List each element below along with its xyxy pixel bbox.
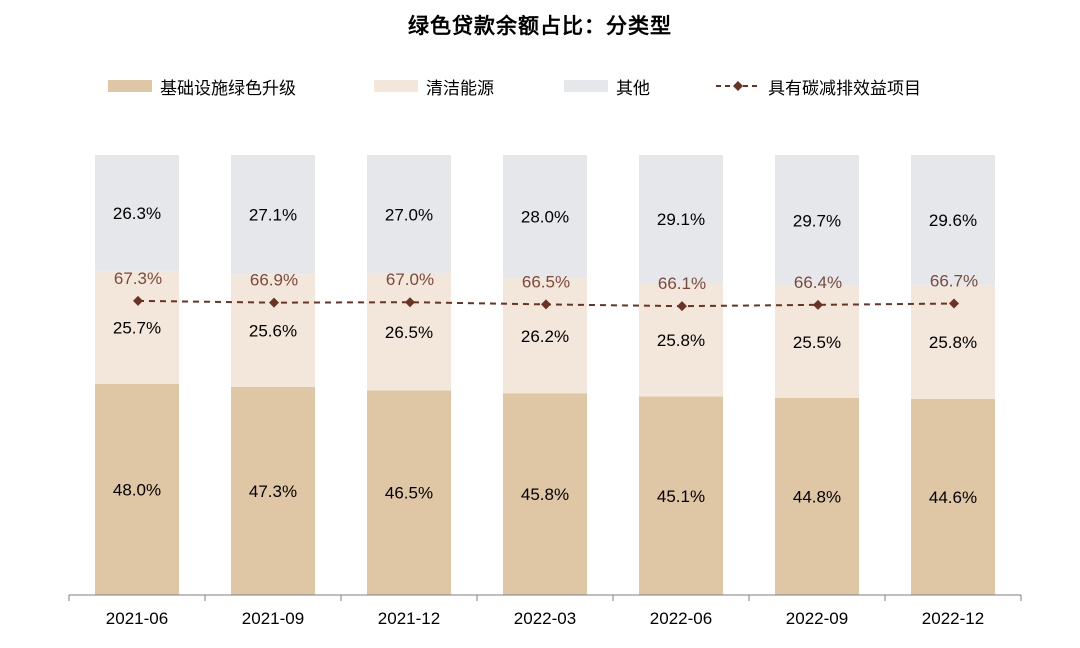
legend-item-other: 其他 bbox=[564, 72, 650, 100]
line-marker-carbon bbox=[677, 301, 687, 312]
data-label-carbon: 66.1% bbox=[658, 274, 706, 293]
data-label-clean-energy: 26.5% bbox=[385, 323, 433, 342]
legend: 基础设施绿色升级 清洁能源 其他 具有碳减排效益项目 bbox=[0, 72, 1080, 100]
legend-item-carbon: 具有碳减排效益项目 bbox=[716, 72, 921, 100]
legend-label-other: 其他 bbox=[616, 78, 650, 99]
data-label-infrastructure: 44.6% bbox=[929, 488, 977, 507]
data-label-other: 29.7% bbox=[793, 211, 841, 230]
data-label-clean-energy: 25.6% bbox=[249, 322, 297, 341]
legend-label-clean-energy: 清洁能源 bbox=[426, 78, 494, 99]
bar-segment-clean-energy bbox=[639, 283, 723, 397]
data-label-clean-energy: 25.5% bbox=[793, 333, 841, 352]
bar-segment-infrastructure bbox=[367, 390, 451, 595]
data-label-infrastructure: 47.3% bbox=[249, 482, 297, 501]
legend-swatch-clean-energy bbox=[374, 80, 418, 92]
bar-segment-other bbox=[911, 155, 995, 286]
data-label-infrastructure: 46.5% bbox=[385, 484, 433, 503]
x-tick-label: 2021-09 bbox=[242, 609, 304, 628]
data-label-other: 26.3% bbox=[113, 204, 161, 223]
data-label-other: 29.1% bbox=[657, 210, 705, 229]
bar-segment-infrastructure bbox=[503, 393, 587, 595]
legend-item-infrastructure: 基础设施绿色升级 bbox=[108, 72, 296, 100]
data-label-carbon: 67.0% bbox=[386, 270, 434, 289]
bar-segment-other bbox=[367, 155, 451, 274]
legend-swatch-infrastructure bbox=[108, 80, 152, 92]
data-label-infrastructure: 45.8% bbox=[521, 485, 569, 504]
data-label-carbon: 66.4% bbox=[794, 273, 842, 292]
bar-segment-other bbox=[503, 155, 587, 279]
data-label-clean-energy: 25.8% bbox=[657, 331, 705, 350]
data-label-carbon: 66.7% bbox=[930, 272, 978, 291]
data-label-other: 27.1% bbox=[249, 206, 297, 225]
data-label-carbon: 66.9% bbox=[250, 271, 298, 290]
bar-segment-infrastructure bbox=[639, 396, 723, 595]
line-marker-carbon bbox=[133, 295, 143, 306]
bar-segment-other bbox=[95, 155, 179, 271]
x-tick-label: 2022-09 bbox=[786, 609, 848, 628]
line-marker-carbon bbox=[813, 299, 823, 310]
x-tick-label: 2022-12 bbox=[922, 609, 984, 628]
line-marker-carbon bbox=[269, 297, 279, 308]
legend-line-carbon bbox=[716, 81, 760, 91]
data-label-infrastructure: 45.1% bbox=[657, 487, 705, 506]
data-label-other: 27.0% bbox=[385, 205, 433, 224]
line-marker-carbon bbox=[541, 299, 551, 310]
legend-label-infrastructure: 基础设施绿色升级 bbox=[160, 78, 296, 99]
data-label-clean-energy: 25.7% bbox=[113, 318, 161, 337]
x-tick-label: 2022-03 bbox=[514, 609, 576, 628]
bar-segment-clean-energy bbox=[503, 278, 587, 394]
data-label-carbon: 66.5% bbox=[522, 272, 570, 291]
bar-segment-infrastructure bbox=[911, 398, 995, 595]
bar-segment-other bbox=[639, 155, 723, 284]
data-label-infrastructure: 44.8% bbox=[793, 487, 841, 506]
data-label-other: 29.6% bbox=[929, 211, 977, 230]
line-marker-carbon bbox=[405, 297, 415, 308]
x-tick-label: 2021-12 bbox=[378, 609, 440, 628]
bar-segment-infrastructure bbox=[775, 397, 859, 595]
data-label-other: 28.0% bbox=[521, 208, 569, 227]
data-label-clean-energy: 25.8% bbox=[929, 333, 977, 352]
bar-segment-infrastructure bbox=[231, 386, 315, 595]
data-label-carbon: 67.3% bbox=[114, 269, 162, 288]
x-tick-label: 2021-06 bbox=[106, 609, 168, 628]
bar-segment-other bbox=[775, 155, 859, 286]
legend-label-carbon: 具有碳减排效益项目 bbox=[768, 78, 921, 99]
data-label-clean-energy: 26.2% bbox=[521, 327, 569, 346]
chart-title: 绿色贷款余额占比：分类型 bbox=[408, 14, 672, 38]
line-marker-carbon bbox=[949, 298, 959, 309]
data-label-infrastructure: 48.0% bbox=[113, 480, 161, 499]
bar-segment-clean-energy bbox=[95, 270, 179, 384]
bar-segment-other bbox=[231, 155, 315, 275]
x-tick-label: 2022-06 bbox=[650, 609, 712, 628]
legend-item-clean-energy: 清洁能源 bbox=[374, 72, 494, 100]
bar-segment-infrastructure bbox=[95, 383, 179, 595]
bar-segment-clean-energy bbox=[367, 273, 451, 391]
legend-swatch-other bbox=[564, 80, 608, 92]
bar-segment-clean-energy bbox=[231, 274, 315, 387]
